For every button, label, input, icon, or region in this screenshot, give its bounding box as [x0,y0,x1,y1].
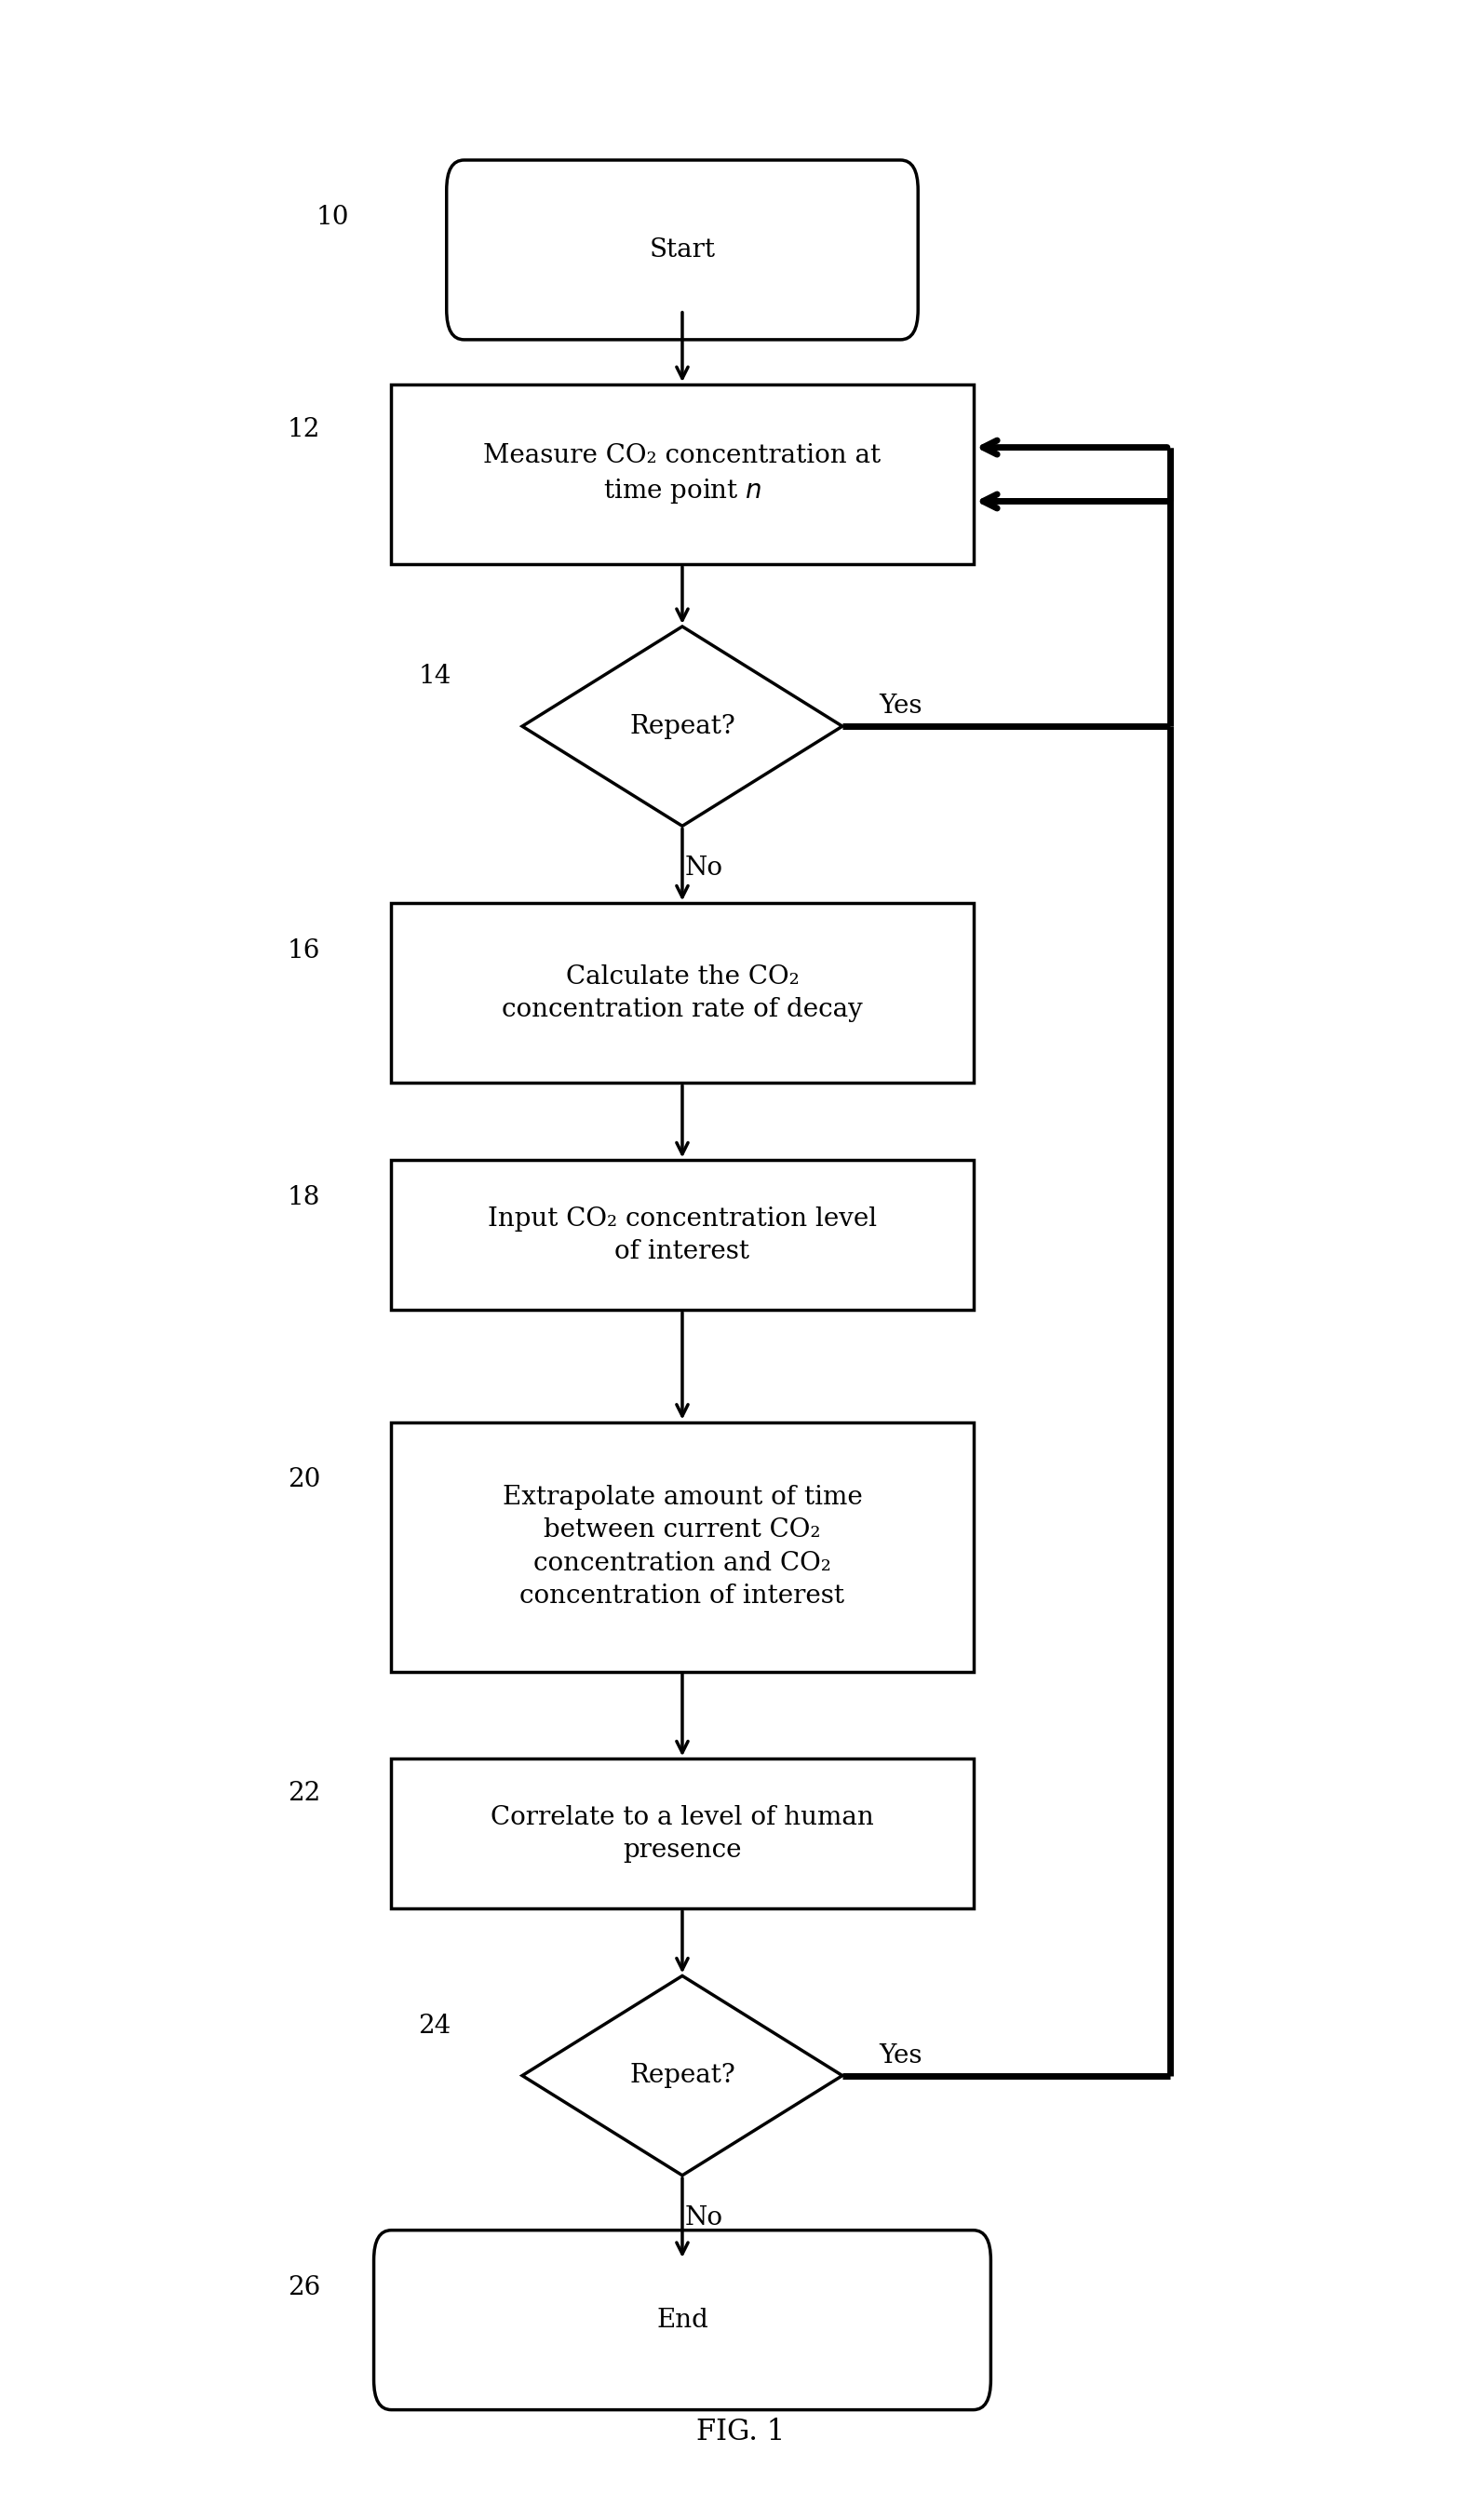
Bar [391,1421,973,1671]
Text: FIG. 1: FIG. 1 [696,2417,785,2447]
Text: Repeat?: Repeat? [629,2064,735,2089]
Polygon shape [523,627,843,827]
Text: Extrapolate amount of time
between current CO₂
concentration and CO₂
concentrati: Extrapolate amount of time between curre… [502,1484,862,1608]
Bar [391,1159,973,1310]
Text: Correlate to a level of human
presence: Correlate to a level of human presence [490,1804,874,1862]
Text: Input CO₂ concentration level
of interest: Input CO₂ concentration level of interes… [487,1207,877,1265]
Bar [391,1759,973,1908]
Text: 14: 14 [419,663,452,688]
FancyBboxPatch shape [373,2230,991,2409]
Text: 20: 20 [287,1467,320,1492]
Bar [391,386,973,564]
Text: Repeat?: Repeat? [629,713,735,738]
Bar [391,902,973,1084]
Text: End: End [656,2308,708,2334]
Text: 18: 18 [287,1184,320,1210]
Text: 16: 16 [287,937,320,963]
Text: Start: Start [649,237,715,262]
Text: Yes: Yes [878,693,923,718]
Polygon shape [523,1976,843,2175]
Text: 10: 10 [317,204,350,229]
Text: 24: 24 [419,2013,452,2039]
Text: 12: 12 [287,416,320,441]
Text: Calculate the CO₂
concentration rate of decay: Calculate the CO₂ concentration rate of … [502,965,863,1023]
Text: No: No [686,857,723,882]
Text: Yes: Yes [878,2044,923,2069]
Text: 22: 22 [287,1782,320,1807]
FancyBboxPatch shape [447,161,918,340]
Text: No: No [686,2205,723,2230]
Text: 26: 26 [287,2276,320,2301]
Text: Measure CO₂ concentration at
time point $n$: Measure CO₂ concentration at time point … [483,444,881,507]
